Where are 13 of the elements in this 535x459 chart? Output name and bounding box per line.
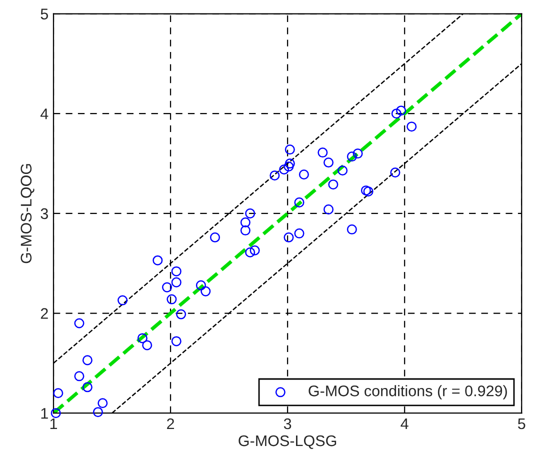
y-tick-label: 4 [40,108,48,120]
y-tick-label: 1 [41,408,48,419]
x-tick-label: 2 [167,418,174,430]
y-tick-label: 3 [40,208,48,220]
x-tick-label: 1 [50,418,58,430]
y-tick-label: 2 [40,308,48,319]
x-tick-label: 3 [284,418,292,430]
legend-label: G-MOS conditions (r = 0.929) [308,385,507,400]
x-axis-title: G-MOS-LQSG [238,435,336,449]
y-axis-title: G-MOS-LQOG [20,164,34,264]
x-tick-label: 4 [400,418,408,430]
y-tick-label: 5 [40,8,48,20]
x-tick-label: 5 [518,418,526,430]
